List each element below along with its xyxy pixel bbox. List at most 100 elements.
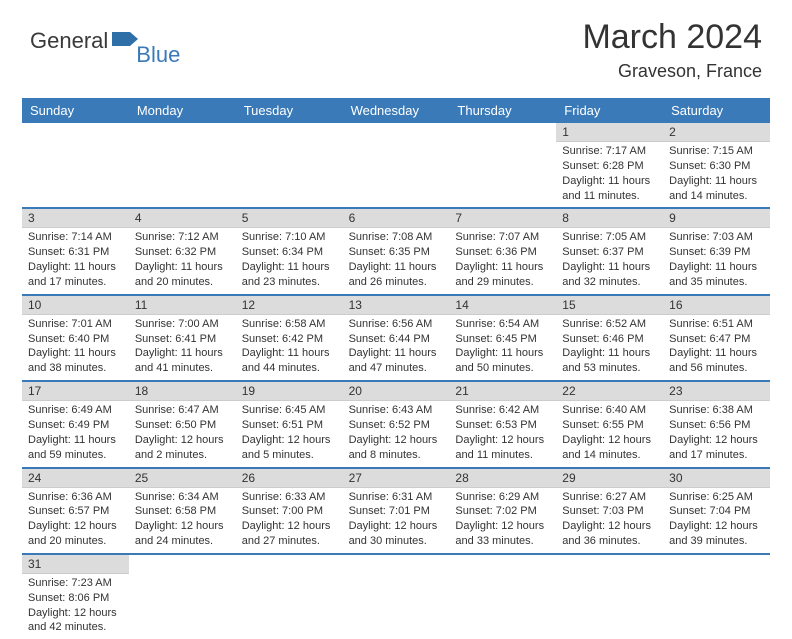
sunset-text: Sunset: 6:41 PM [135,332,230,347]
header: General Blue March 2024 Graveson, France [0,0,792,90]
day-cell: 28Sunrise: 6:29 AMSunset: 7:02 PMDayligh… [449,469,556,553]
daylight-text-1: Daylight: 11 hours [455,346,550,361]
day-body: Sunrise: 6:56 AMSunset: 6:44 PMDaylight:… [343,315,450,380]
day-number: 6 [343,209,450,228]
day-number: 23 [663,382,770,401]
daylight-text-2: and 41 minutes. [135,361,230,376]
sunrise-text: Sunrise: 6:51 AM [669,317,764,332]
day-body: Sunrise: 6:31 AMSunset: 7:01 PMDaylight:… [343,488,450,553]
day-body: Sunrise: 6:25 AMSunset: 7:04 PMDaylight:… [663,488,770,553]
daylight-text-2: and 8 minutes. [349,448,444,463]
day-number: 10 [22,296,129,315]
daylight-text-2: and 42 minutes. [28,620,123,635]
daylight-text-2: and 2 minutes. [135,448,230,463]
week-row: 10Sunrise: 7:01 AMSunset: 6:40 PMDayligh… [22,296,770,382]
day-cell: 17Sunrise: 6:49 AMSunset: 6:49 PMDayligh… [22,382,129,466]
daylight-text-1: Daylight: 12 hours [455,519,550,534]
daylight-text-2: and 20 minutes. [135,275,230,290]
day-cell: 5Sunrise: 7:10 AMSunset: 6:34 PMDaylight… [236,209,343,293]
daylight-text-1: Daylight: 11 hours [135,260,230,275]
sunrise-text: Sunrise: 6:40 AM [562,403,657,418]
daylight-text-1: Daylight: 11 hours [669,346,764,361]
day-body: Sunrise: 7:03 AMSunset: 6:39 PMDaylight:… [663,228,770,293]
day-number: 15 [556,296,663,315]
day-body: Sunrise: 7:23 AMSunset: 8:06 PMDaylight:… [22,574,129,639]
daylight-text-1: Daylight: 11 hours [669,260,764,275]
day-number: 17 [22,382,129,401]
dayname-sunday: Sunday [22,98,129,123]
empty-cell [449,555,556,639]
sunset-text: Sunset: 6:50 PM [135,418,230,433]
dayname-tuesday: Tuesday [236,98,343,123]
sunset-text: Sunset: 6:53 PM [455,418,550,433]
day-number: 14 [449,296,556,315]
daylight-text-1: Daylight: 12 hours [349,433,444,448]
sunset-text: Sunset: 6:32 PM [135,245,230,260]
daylight-text-2: and 23 minutes. [242,275,337,290]
day-body: Sunrise: 7:14 AMSunset: 6:31 PMDaylight:… [22,228,129,293]
empty-cell [556,555,663,639]
day-number: 27 [343,469,450,488]
day-body: Sunrise: 6:52 AMSunset: 6:46 PMDaylight:… [556,315,663,380]
day-number: 24 [22,469,129,488]
daylight-text-2: and 44 minutes. [242,361,337,376]
day-cell: 14Sunrise: 6:54 AMSunset: 6:45 PMDayligh… [449,296,556,380]
daylight-text-1: Daylight: 12 hours [669,519,764,534]
day-cell: 25Sunrise: 6:34 AMSunset: 6:58 PMDayligh… [129,469,236,553]
day-cell: 3Sunrise: 7:14 AMSunset: 6:31 PMDaylight… [22,209,129,293]
sunrise-text: Sunrise: 7:17 AM [562,144,657,159]
week-row: 24Sunrise: 6:36 AMSunset: 6:57 PMDayligh… [22,469,770,555]
sunset-text: Sunset: 6:28 PM [562,159,657,174]
day-number: 4 [129,209,236,228]
sunset-text: Sunset: 6:49 PM [28,418,123,433]
sunrise-text: Sunrise: 6:38 AM [669,403,764,418]
daylight-text-2: and 14 minutes. [562,448,657,463]
day-body: Sunrise: 6:36 AMSunset: 6:57 PMDaylight:… [22,488,129,553]
day-number: 9 [663,209,770,228]
day-body: Sunrise: 7:08 AMSunset: 6:35 PMDaylight:… [343,228,450,293]
daylight-text-1: Daylight: 11 hours [28,346,123,361]
empty-cell [236,555,343,639]
day-body: Sunrise: 6:47 AMSunset: 6:50 PMDaylight:… [129,401,236,466]
sunset-text: Sunset: 7:01 PM [349,504,444,519]
day-body: Sunrise: 6:33 AMSunset: 7:00 PMDaylight:… [236,488,343,553]
sunrise-text: Sunrise: 6:31 AM [349,490,444,505]
sunset-text: Sunset: 6:56 PM [669,418,764,433]
daylight-text-2: and 35 minutes. [669,275,764,290]
dayname-friday: Friday [556,98,663,123]
daylight-text-1: Daylight: 12 hours [242,433,337,448]
week-row: 31Sunrise: 7:23 AMSunset: 8:06 PMDayligh… [22,555,770,639]
day-cell: 29Sunrise: 6:27 AMSunset: 7:03 PMDayligh… [556,469,663,553]
day-body: Sunrise: 6:51 AMSunset: 6:47 PMDaylight:… [663,315,770,380]
sunrise-text: Sunrise: 6:42 AM [455,403,550,418]
daylight-text-1: Daylight: 12 hours [562,433,657,448]
sunrise-text: Sunrise: 7:03 AM [669,230,764,245]
sunrise-text: Sunrise: 6:47 AM [135,403,230,418]
daylight-text-1: Daylight: 11 hours [242,260,337,275]
daylight-text-2: and 53 minutes. [562,361,657,376]
day-cell: 22Sunrise: 6:40 AMSunset: 6:55 PMDayligh… [556,382,663,466]
daylight-text-1: Daylight: 11 hours [135,346,230,361]
sunrise-text: Sunrise: 6:29 AM [455,490,550,505]
day-cell: 27Sunrise: 6:31 AMSunset: 7:01 PMDayligh… [343,469,450,553]
empty-cell [663,555,770,639]
daylight-text-2: and 17 minutes. [669,448,764,463]
day-body: Sunrise: 7:10 AMSunset: 6:34 PMDaylight:… [236,228,343,293]
daylight-text-2: and 50 minutes. [455,361,550,376]
day-body: Sunrise: 7:00 AMSunset: 6:41 PMDaylight:… [129,315,236,380]
day-number: 8 [556,209,663,228]
day-number: 11 [129,296,236,315]
sunset-text: Sunset: 7:03 PM [562,504,657,519]
sunrise-text: Sunrise: 6:58 AM [242,317,337,332]
day-body: Sunrise: 7:07 AMSunset: 6:36 PMDaylight:… [449,228,556,293]
daylight-text-2: and 29 minutes. [455,275,550,290]
sunrise-text: Sunrise: 7:00 AM [135,317,230,332]
day-number: 5 [236,209,343,228]
sunset-text: Sunset: 7:04 PM [669,504,764,519]
sunset-text: Sunset: 6:31 PM [28,245,123,260]
week-row: 17Sunrise: 6:49 AMSunset: 6:49 PMDayligh… [22,382,770,468]
sunrise-text: Sunrise: 7:23 AM [28,576,123,591]
day-number: 12 [236,296,343,315]
daylight-text-1: Daylight: 12 hours [28,519,123,534]
sunrise-text: Sunrise: 7:08 AM [349,230,444,245]
